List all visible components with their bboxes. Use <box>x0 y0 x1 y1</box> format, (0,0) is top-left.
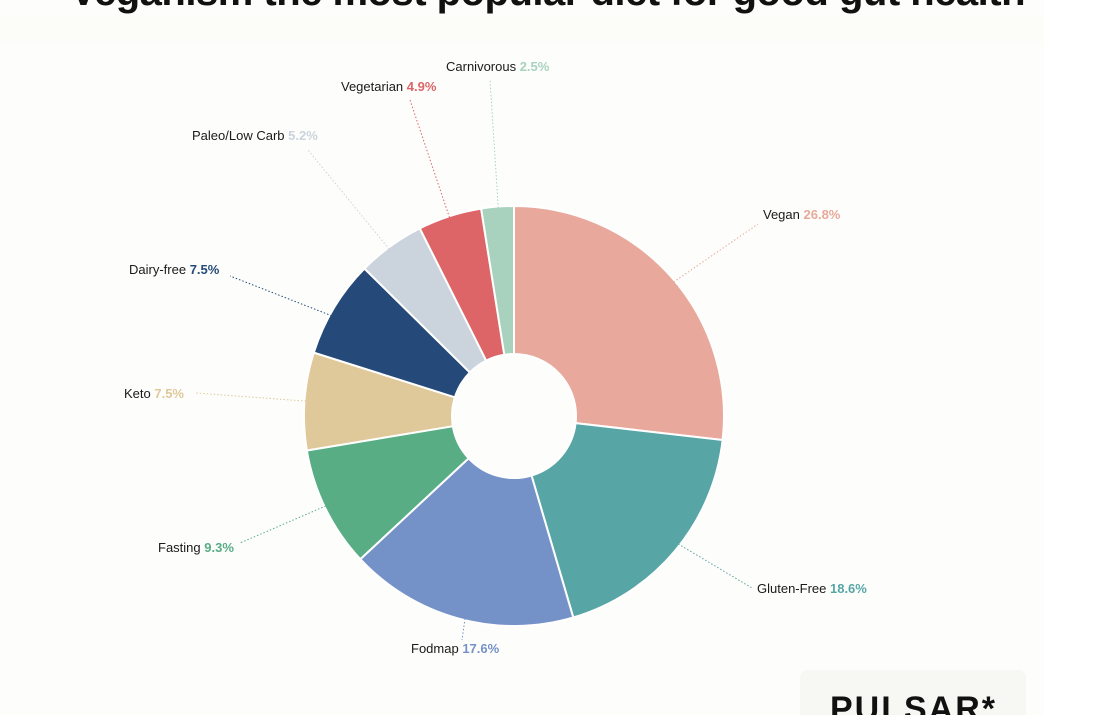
leader-line-fasting <box>239 486 372 544</box>
leader-line-vegetarian <box>409 99 466 265</box>
label-vegetarian: Vegetarian 4.9% <box>341 79 437 94</box>
label-name-vegetarian: Vegetarian <box>341 79 407 94</box>
title-divider-band <box>0 16 1044 46</box>
label-paleo-low-carb: Paleo/Low Carb 5.2% <box>192 128 318 143</box>
brand-logo: PULSAR* <box>830 690 998 715</box>
leader-line-paleo-low-carb <box>307 149 421 288</box>
label-value-fasting: 9.3% <box>204 540 234 555</box>
label-fasting: Fasting 9.3% <box>158 540 234 555</box>
slice-gluten-free <box>530 421 724 619</box>
label-value-gluten-free: 18.6% <box>830 581 867 596</box>
label-name-gluten-free: Gluten-Free <box>757 581 830 596</box>
leader-line-vegan <box>632 223 759 311</box>
label-name-paleo-low-carb: Paleo/Low Carb <box>192 128 288 143</box>
label-value-vegan: 26.8% <box>804 207 841 222</box>
brand-logo-box <box>800 670 1026 715</box>
label-value-carnivorous: 2.5% <box>520 59 550 74</box>
label-carnivorous: Carnivorous 2.5% <box>446 59 550 74</box>
label-vegan: Vegan 26.8% <box>763 207 841 222</box>
label-fodmap: Fodmap 17.6% <box>411 641 500 656</box>
label-value-keto: 7.5% <box>154 386 184 401</box>
label-value-paleo-low-carb: 5.2% <box>288 128 318 143</box>
leader-line-carnivorous <box>489 79 502 257</box>
label-name-fodmap: Fodmap <box>411 641 462 656</box>
label-keto: Keto 7.5% <box>124 386 184 401</box>
label-name-dairy-free: Dairy-free <box>129 262 190 277</box>
label-gluten-free: Gluten-Free 18.6% <box>757 581 867 596</box>
label-value-dairy-free: 7.5% <box>190 262 220 277</box>
label-dairy-free: Dairy-free 7.5% <box>129 262 220 277</box>
label-value-fodmap: 17.6% <box>462 641 499 656</box>
leader-line-gluten-free <box>635 518 753 589</box>
slice-fodmap <box>358 456 575 627</box>
label-name-carnivorous: Carnivorous <box>446 59 520 74</box>
slice-carnivorous <box>479 204 515 356</box>
slice-fasting <box>305 425 471 561</box>
label-name-keto: Keto <box>124 386 154 401</box>
chart-title: Veganism the most popular diet for good … <box>70 0 1026 16</box>
label-value-vegetarian: 4.9% <box>407 79 437 94</box>
leader-line-fodmap <box>461 569 473 641</box>
slice-vegan <box>513 204 725 442</box>
label-name-fasting: Fasting <box>158 540 204 555</box>
label-name-vegan: Vegan <box>763 207 804 222</box>
